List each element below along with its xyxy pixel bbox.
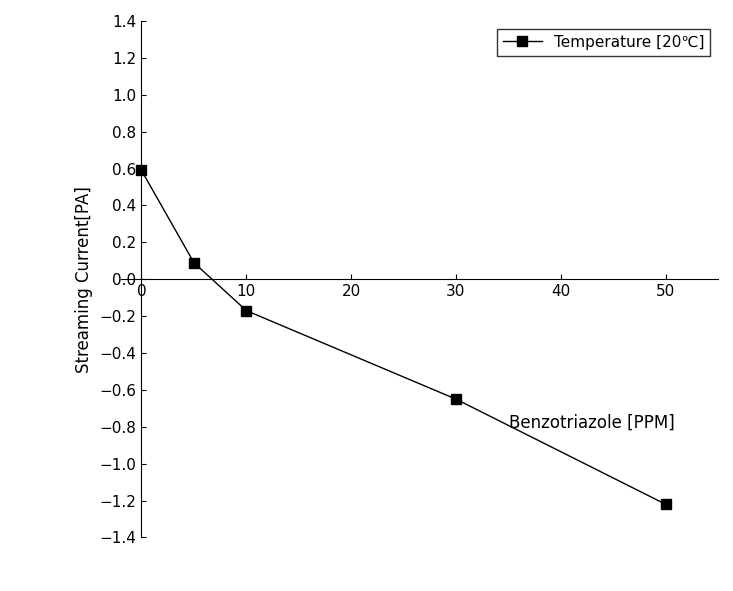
Line: Temperature [20℃]: Temperature [20℃] xyxy=(136,165,671,509)
Temperature [20℃] xyxy=(452,395,460,402)
Temperature [20℃] xyxy=(190,259,199,266)
Text: Benzotriazole [PPM]: Benzotriazole [PPM] xyxy=(509,414,674,431)
Y-axis label: Streaming Current[PA]: Streaming Current[PA] xyxy=(75,186,92,373)
Legend: Temperature [20℃]: Temperature [20℃] xyxy=(497,28,710,56)
Temperature [20℃] xyxy=(242,307,251,314)
Temperature [20℃] xyxy=(137,167,146,174)
Temperature [20℃] xyxy=(661,501,670,508)
